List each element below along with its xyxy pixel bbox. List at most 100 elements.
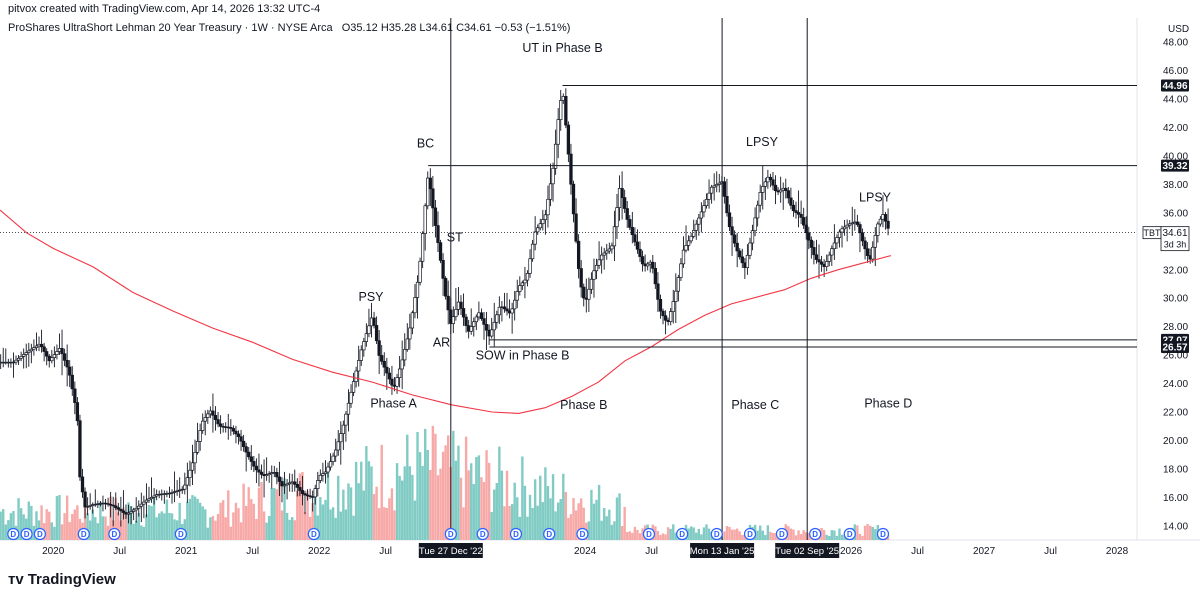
- candle-body: [351, 381, 356, 393]
- volume-bar: [687, 528, 690, 540]
- dividend-marker[interactable]: [576, 527, 589, 541]
- candle-body: [525, 273, 530, 281]
- volume-bar: [498, 446, 501, 540]
- candle-body: [638, 248, 642, 257]
- volume-bar: [411, 474, 414, 540]
- volume-bar: [459, 477, 463, 540]
- candle-body: [669, 311, 673, 322]
- dividend-marker[interactable]: [509, 527, 523, 541]
- candle-body: [551, 167, 555, 185]
- candle-body: [52, 354, 57, 359]
- candle-body: [541, 219, 545, 225]
- volume-bar: [354, 461, 358, 540]
- candle-body: [676, 277, 681, 292]
- candle-body: [681, 249, 686, 265]
- volume-bar: [567, 517, 570, 540]
- volume-bar: [255, 518, 258, 540]
- dividend-marker[interactable]: [476, 527, 489, 541]
- candle-body: [213, 414, 218, 420]
- volume-bar: [516, 497, 519, 540]
- candle-body: [850, 222, 854, 225]
- volume-bar: [278, 477, 281, 540]
- candle-body: [599, 254, 604, 261]
- candle-body: [395, 377, 399, 387]
- volume-bar: [656, 530, 660, 540]
- volume-bar: [2, 509, 5, 540]
- volume-bar: [886, 535, 890, 540]
- candle-body: [244, 446, 248, 453]
- dividend-marker[interactable]: [876, 527, 890, 541]
- volume-bar: [638, 533, 642, 540]
- volume-bar: [334, 517, 337, 540]
- candle-body: [323, 471, 328, 474]
- volume-bar: [337, 475, 340, 540]
- candle-body: [364, 333, 369, 342]
- dividend-marker[interactable]: [77, 527, 90, 541]
- volume-bar: [413, 500, 417, 540]
- candle-body: [651, 261, 655, 269]
- volume-bar: [633, 526, 637, 540]
- volume-bar: [423, 428, 427, 540]
- candle-body: [321, 473, 325, 476]
- volume-bar: [500, 470, 504, 540]
- dividend-marker[interactable]: [33, 527, 46, 541]
- candle-body: [689, 235, 693, 242]
- volume-bar: [365, 446, 368, 540]
- dividend-marker[interactable]: [743, 527, 757, 541]
- volume-bar: [521, 456, 524, 540]
- dividend-marker[interactable]: [174, 527, 187, 541]
- dividend-marker-label: D: [37, 530, 43, 539]
- dividend-marker[interactable]: [307, 527, 320, 541]
- dividend-marker[interactable]: [108, 527, 121, 541]
- volume-bar: [439, 468, 442, 540]
- candle-body: [313, 488, 317, 498]
- volume-bar: [88, 520, 92, 540]
- candle-body: [576, 240, 581, 269]
- volume-bar: [206, 527, 210, 540]
- candle-body: [876, 223, 880, 236]
- dividend-marker[interactable]: [710, 527, 723, 541]
- volume-bar: [40, 505, 43, 540]
- volume-bar: [730, 529, 734, 540]
- volume-bar: [723, 531, 726, 540]
- candle-body: [385, 366, 389, 374]
- volume-bar: [191, 495, 194, 540]
- candle-body: [193, 452, 197, 464]
- volume-bar: [674, 532, 678, 540]
- candle-body: [408, 327, 412, 340]
- dividend-marker[interactable]: [676, 527, 689, 541]
- candle-body: [73, 388, 77, 403]
- volume-bar: [613, 521, 616, 540]
- candle-body: [530, 243, 535, 260]
- volume-bar: [661, 533, 665, 540]
- tradingview-logo-icon: ᴛᴠ: [8, 571, 24, 588]
- volume-bar: [700, 534, 703, 540]
- candle-body: [108, 504, 113, 506]
- candle-body: [22, 354, 26, 357]
- candle-body: [779, 189, 783, 193]
- volume-bar: [480, 477, 483, 540]
- dividend-marker[interactable]: [809, 527, 822, 541]
- dividend-marker[interactable]: [775, 527, 789, 541]
- volume-bar: [239, 522, 243, 540]
- dividend-marker[interactable]: [843, 527, 856, 541]
- volume-bar: [518, 516, 522, 540]
- date-marker-label: Tue 02 Sep '25: [775, 546, 839, 557]
- volume-bar: [705, 524, 708, 540]
- volume-bar: [467, 470, 470, 540]
- volume-bar: [805, 532, 808, 540]
- dividend-marker[interactable]: [20, 527, 33, 541]
- candle-body: [211, 410, 215, 416]
- volume-bar: [339, 511, 342, 540]
- dividend-marker[interactable]: [444, 527, 457, 541]
- dividend-marker[interactable]: [642, 527, 656, 541]
- volume-bar: [27, 501, 30, 540]
- dividend-marker[interactable]: [543, 527, 556, 541]
- candle-body: [771, 179, 775, 186]
- volume-bar: [728, 527, 731, 540]
- candle-body: [745, 254, 750, 268]
- candle-body: [349, 391, 353, 404]
- candle-body: [661, 310, 665, 317]
- dividend-marker[interactable]: [7, 527, 20, 541]
